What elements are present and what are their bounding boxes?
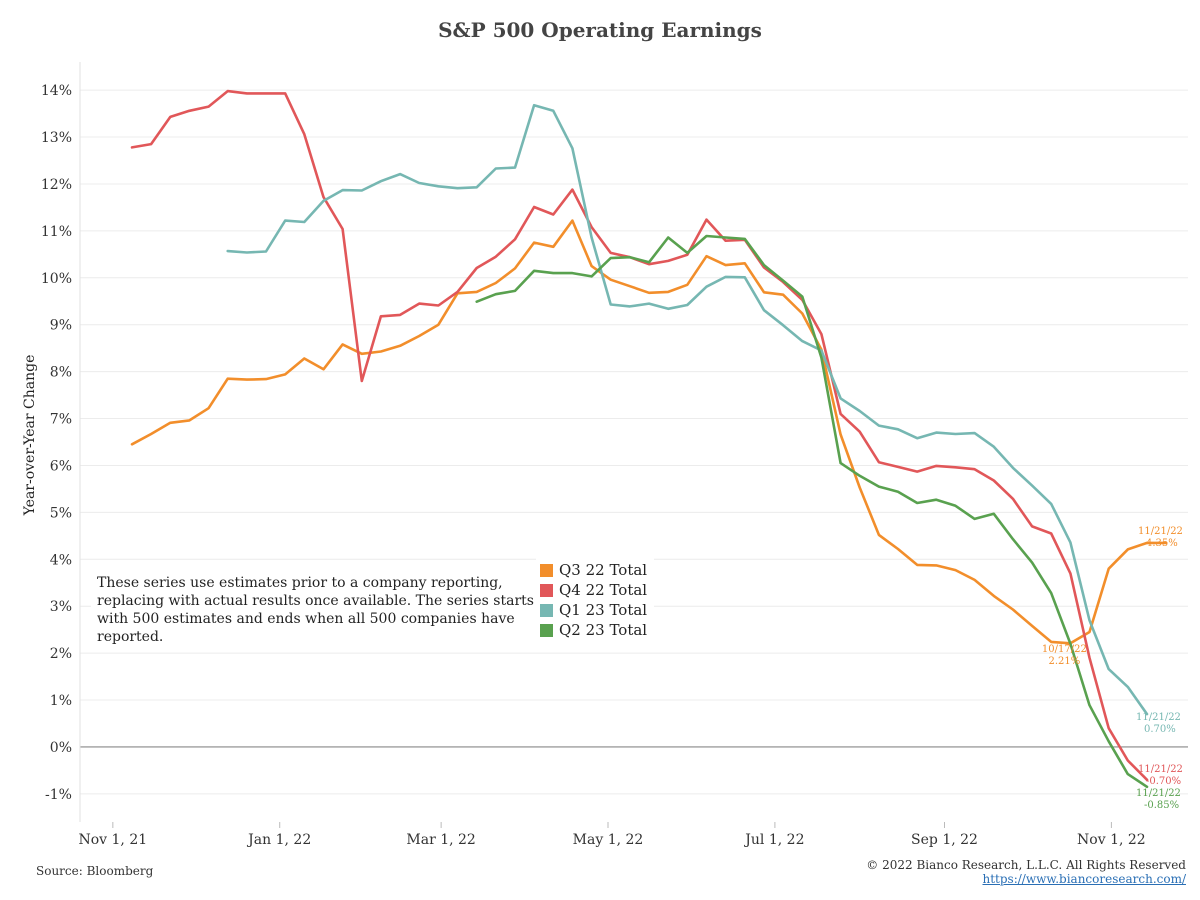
y-tick-label: 14% <box>41 83 72 99</box>
y-tick-label: 12% <box>41 177 72 193</box>
gridlines <box>80 89 1188 795</box>
annotation-value: -0.70% <box>1146 776 1181 787</box>
y-axis-label: Year-over-Year Change <box>22 354 38 516</box>
series-lines <box>130 89 1168 789</box>
legend-label: Q1 23 Total <box>559 601 648 619</box>
legend-swatch <box>540 623 553 637</box>
y-tick-label: 3% <box>50 599 72 615</box>
annotation-1: 10/17/222.21% <box>1042 644 1087 667</box>
y-tick-label: 1% <box>50 693 72 709</box>
x-tick-label: May 1, 22 <box>573 832 644 848</box>
legend-label: Q2 23 Total <box>559 621 648 639</box>
annotation-value: 0.70% <box>1144 724 1176 735</box>
annotation-date: 10/17/22 <box>1042 644 1087 655</box>
legend-item: Q1 23 Total <box>536 600 654 620</box>
x-tick-label: Jul 1, 22 <box>743 832 804 848</box>
annotations: 11/21/224.35%10/17/222.21%11/21/220.70%1… <box>1042 526 1183 811</box>
y-tick-label: -1% <box>45 787 72 803</box>
x-tick-label: Jan 1, 22 <box>246 832 311 848</box>
y-tick-label: 9% <box>50 318 72 334</box>
y-tick-label: 6% <box>50 458 72 474</box>
y-tick-label: 5% <box>50 505 72 521</box>
axes: -1% 0% 1% 2% 3% 4% 5% 6% 7% 8% 9% 10% 11% 12% 13% 14% No… <box>41 62 1146 848</box>
legend: Q3 22 Total Q4 22 Total Q1 23 Total Q2 23 T… <box>536 558 654 642</box>
annotation-3: 11/21/22-0.70% <box>1138 764 1183 787</box>
series-line-q3-22-total <box>130 219 1168 645</box>
legend-swatch <box>540 603 553 617</box>
website-link[interactable]: https://www.biancoresearch.com/ <box>982 872 1186 886</box>
legend-label: Q4 22 Total <box>559 581 648 599</box>
y-tick-label: 0% <box>50 740 72 756</box>
annotation-date: 11/21/22 <box>1136 788 1181 799</box>
x-tick-label: Nov 1, 21 <box>78 832 147 848</box>
x-tick-label: Nov 1, 22 <box>1077 832 1146 848</box>
methodology-note: These series use estimates prior to a co… <box>91 572 548 648</box>
chart-title: S&P 500 Operating Earnings <box>438 18 762 42</box>
legend-swatch <box>540 583 553 597</box>
y-tick-label: 2% <box>50 646 72 662</box>
y-tick-label: 11% <box>41 224 72 240</box>
legend-swatch <box>540 563 553 577</box>
y-tick-label: 13% <box>41 130 72 146</box>
legend-item: Q2 23 Total <box>536 620 654 640</box>
annotation-value: 2.21% <box>1048 656 1080 667</box>
copyright-text: © 2022 Bianco Research, L.L.C. All Right… <box>866 858 1186 872</box>
legend-item: Q4 22 Total <box>536 580 654 600</box>
legend-item: Q3 22 Total <box>536 560 654 580</box>
y-tick-label: 8% <box>50 365 72 381</box>
x-tick-label: Mar 1, 22 <box>406 832 475 848</box>
series-line-q1-23-total <box>226 103 1149 716</box>
y-tick-label: 10% <box>41 271 72 287</box>
annotation-date: 11/21/22 <box>1136 712 1181 723</box>
legend-label: Q3 22 Total <box>559 561 648 579</box>
annotation-4: 11/21/22-0.85% <box>1136 788 1181 811</box>
annotation-value: 4.35% <box>1146 538 1178 549</box>
series-line-q2-23-total <box>475 234 1149 789</box>
series-line-q4-22-total <box>130 89 1149 782</box>
annotation-date: 11/21/22 <box>1138 526 1183 537</box>
annotation-0: 11/21/224.35% <box>1138 526 1183 549</box>
annotation-date: 11/21/22 <box>1138 764 1183 775</box>
y-tick-label: 7% <box>50 412 72 428</box>
x-tick-label: Sep 1, 22 <box>911 832 978 848</box>
source-credit: Source: Bloomberg <box>36 864 154 878</box>
annotation-2: 11/21/220.70% <box>1136 712 1181 735</box>
y-tick-label: 4% <box>50 552 72 568</box>
annotation-value: -0.85% <box>1144 800 1179 811</box>
